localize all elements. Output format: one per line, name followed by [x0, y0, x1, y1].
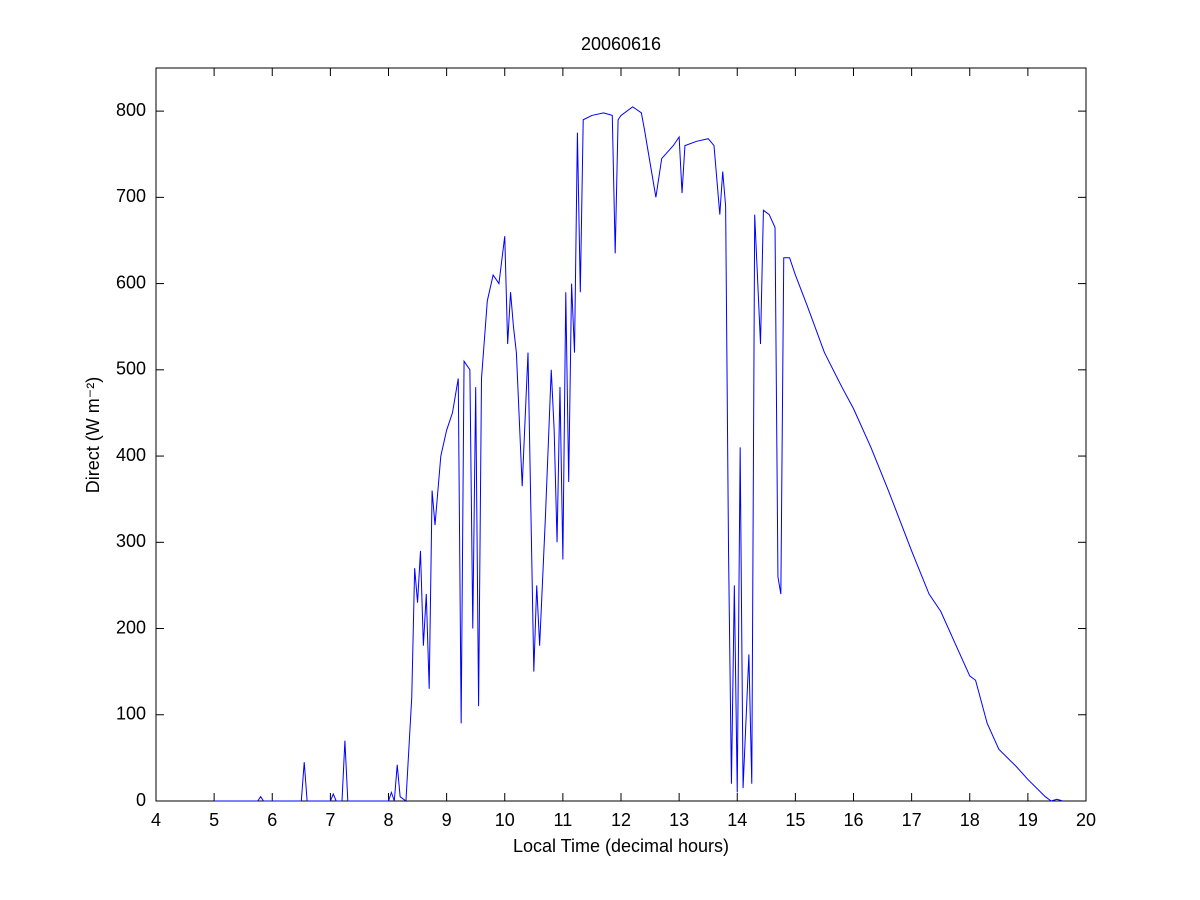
- x-tick-label: 17: [902, 810, 922, 830]
- x-tick-label: 11: [554, 810, 573, 830]
- x-tick-label: 4: [151, 810, 161, 830]
- y-tick-label: 200: [116, 617, 146, 637]
- x-tick-label: 13: [669, 810, 689, 830]
- y-tick-label: 100: [116, 704, 146, 724]
- x-tick-label: 10: [495, 810, 515, 830]
- y-tick-label: 500: [116, 359, 146, 379]
- x-tick-label: 20: [1076, 810, 1096, 830]
- data-line: [214, 106, 1063, 802]
- x-tick-label: 7: [325, 810, 335, 830]
- x-tick-label: 12: [611, 810, 631, 830]
- y-tick-label: 800: [116, 100, 146, 120]
- y-axis-label: Direct (W m⁻²): [83, 377, 103, 493]
- y-tick-label: 400: [116, 445, 146, 465]
- x-axis-label: Local Time (decimal hours): [513, 836, 729, 856]
- y-tick-label: 600: [116, 272, 146, 292]
- x-tick-label: 5: [209, 810, 219, 830]
- x-tick-label: 16: [843, 810, 863, 830]
- y-tick-label: 700: [116, 186, 146, 206]
- plot-area: [155, 67, 1087, 802]
- x-tick-label: 6: [267, 810, 277, 830]
- x-tick-label: 9: [442, 810, 452, 830]
- x-tick-label: 14: [727, 810, 747, 830]
- y-tick-label: 0: [136, 790, 146, 810]
- chart-title: 20060616: [581, 34, 661, 54]
- x-tick-label: 19: [1018, 810, 1038, 830]
- y-tick-label: 300: [116, 531, 146, 551]
- x-tick-label: 18: [960, 810, 980, 830]
- x-tick-label: 15: [785, 810, 805, 830]
- x-tick-label: 8: [383, 810, 393, 830]
